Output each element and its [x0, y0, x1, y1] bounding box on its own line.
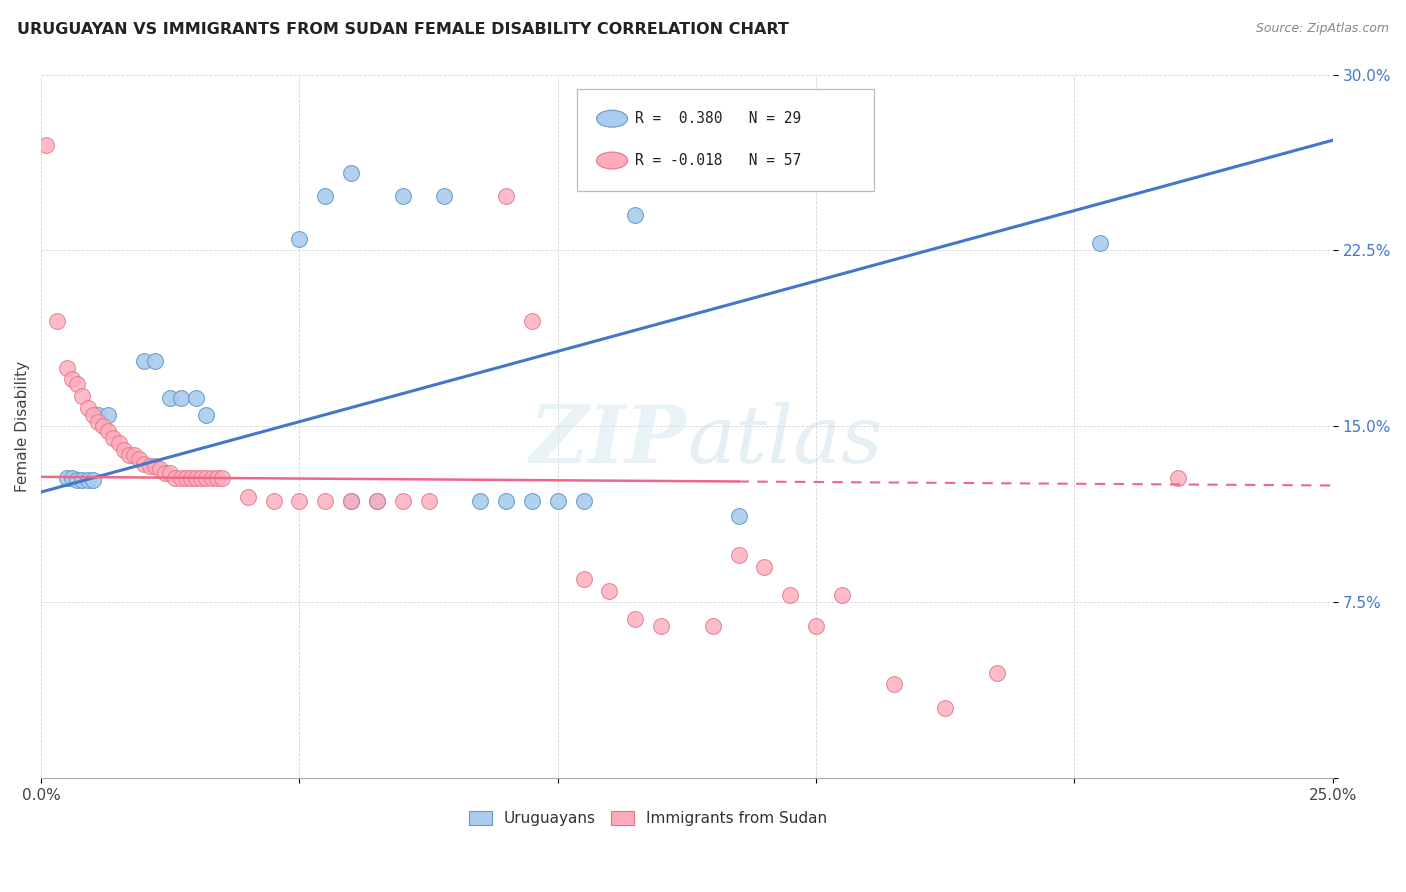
Point	[211, 471, 233, 485]
Point	[174, 471, 197, 485]
Point	[366, 494, 388, 508]
Point	[340, 494, 363, 508]
Point	[76, 473, 98, 487]
Point	[288, 494, 311, 508]
Point	[1090, 236, 1112, 251]
Point	[1167, 471, 1189, 485]
Point	[433, 189, 456, 203]
Point	[66, 377, 89, 392]
Point	[66, 473, 89, 487]
Point	[986, 665, 1008, 680]
Y-axis label: Female Disability: Female Disability	[15, 360, 30, 491]
Point	[340, 494, 363, 508]
Point	[118, 448, 141, 462]
Point	[624, 612, 647, 626]
Point	[76, 401, 98, 415]
Point	[87, 415, 110, 429]
Point	[727, 508, 749, 523]
Point	[134, 457, 156, 471]
Point	[520, 494, 543, 508]
Point	[159, 391, 181, 405]
Point	[45, 314, 67, 328]
Circle shape	[596, 111, 627, 128]
Point	[169, 391, 191, 405]
Point	[165, 471, 187, 485]
Point	[87, 408, 110, 422]
Point	[205, 471, 228, 485]
Point	[97, 424, 120, 438]
Point	[180, 471, 202, 485]
Point	[598, 583, 620, 598]
Text: R = -0.018   N = 57: R = -0.018 N = 57	[636, 153, 801, 168]
Point	[314, 189, 336, 203]
Point	[107, 435, 129, 450]
Point	[883, 677, 905, 691]
Point	[391, 494, 413, 508]
Point	[190, 471, 212, 485]
Point	[143, 353, 166, 368]
Point	[60, 471, 83, 485]
Text: R =  0.380   N = 29: R = 0.380 N = 29	[636, 112, 801, 126]
Point	[122, 448, 145, 462]
Point	[134, 353, 156, 368]
Point	[495, 189, 517, 203]
Point	[149, 461, 172, 475]
Point	[72, 389, 94, 403]
Point	[56, 471, 79, 485]
Point	[650, 619, 672, 633]
Point	[314, 494, 336, 508]
Point	[366, 494, 388, 508]
Legend: Uruguayans, Immigrants from Sudan: Uruguayans, Immigrants from Sudan	[461, 803, 835, 834]
Point	[60, 372, 83, 386]
Point	[35, 137, 58, 152]
Circle shape	[596, 152, 627, 169]
Point	[702, 619, 724, 633]
Point	[159, 467, 181, 481]
Text: ZIP: ZIP	[530, 401, 688, 479]
Point	[82, 408, 104, 422]
Point	[340, 166, 363, 180]
Point	[572, 494, 595, 508]
Point	[495, 494, 517, 508]
Point	[103, 431, 125, 445]
Point	[153, 467, 176, 481]
Point	[804, 619, 827, 633]
Point	[520, 314, 543, 328]
Point	[195, 408, 218, 422]
Point	[56, 360, 79, 375]
Point	[143, 459, 166, 474]
Point	[418, 494, 440, 508]
Point	[138, 459, 160, 474]
FancyBboxPatch shape	[576, 88, 875, 191]
Point	[72, 473, 94, 487]
Point	[547, 494, 569, 508]
Point	[624, 208, 647, 222]
Point	[97, 408, 120, 422]
Point	[727, 549, 749, 563]
Point	[184, 471, 207, 485]
Point	[236, 490, 259, 504]
Point	[934, 701, 956, 715]
Point	[195, 471, 218, 485]
Point	[391, 189, 413, 203]
Text: Source: ZipAtlas.com: Source: ZipAtlas.com	[1256, 22, 1389, 36]
Point	[169, 471, 191, 485]
Point	[831, 588, 853, 602]
Text: atlas: atlas	[688, 401, 883, 479]
Point	[779, 588, 801, 602]
Point	[263, 494, 285, 508]
Point	[288, 232, 311, 246]
Point	[201, 471, 224, 485]
Point	[754, 560, 776, 574]
Point	[572, 572, 595, 586]
Point	[470, 494, 492, 508]
Text: URUGUAYAN VS IMMIGRANTS FROM SUDAN FEMALE DISABILITY CORRELATION CHART: URUGUAYAN VS IMMIGRANTS FROM SUDAN FEMAL…	[17, 22, 789, 37]
Point	[82, 473, 104, 487]
Point	[184, 391, 207, 405]
Point	[91, 419, 114, 434]
Point	[128, 452, 150, 467]
Point	[112, 442, 135, 457]
